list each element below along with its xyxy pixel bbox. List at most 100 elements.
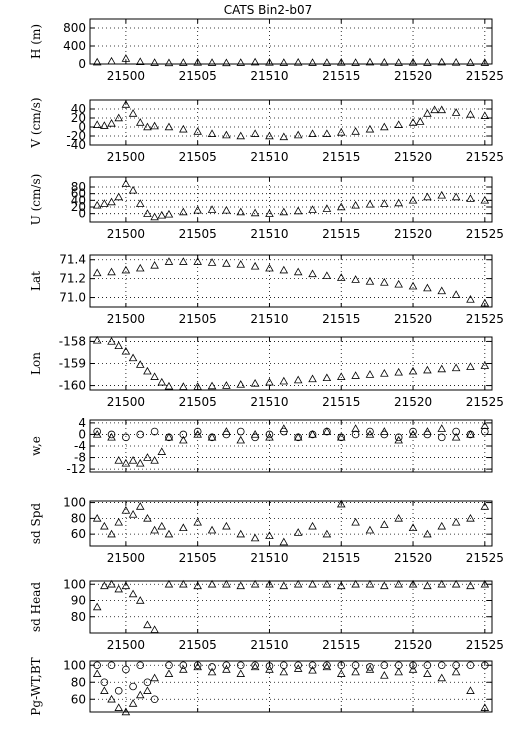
y-tick-label: 80	[71, 180, 86, 194]
data-point	[265, 432, 274, 441]
data-point	[222, 130, 231, 139]
data-point	[207, 667, 217, 676]
x-tick-label: 21520	[394, 395, 432, 409]
data-point	[351, 58, 360, 66]
data-point	[365, 277, 375, 285]
data-point	[451, 58, 461, 66]
data-point	[164, 579, 174, 588]
data-point	[143, 122, 152, 131]
data-point	[480, 502, 490, 510]
data-point	[207, 579, 217, 588]
data-point	[336, 58, 346, 66]
series-triangle	[92, 662, 490, 716]
data-point	[408, 58, 418, 66]
data-point	[451, 432, 461, 441]
data-point	[380, 427, 389, 435]
y-tick-label: 71.4	[59, 253, 86, 267]
data-point	[351, 667, 360, 676]
data-point	[136, 661, 145, 670]
data-point	[236, 669, 246, 677]
data-point	[150, 212, 159, 221]
data-point	[143, 366, 152, 375]
data-point	[322, 58, 332, 66]
data-point	[143, 209, 152, 217]
data-point	[114, 703, 123, 711]
data-point	[128, 185, 138, 194]
plot-frame	[89, 500, 493, 547]
data-point	[136, 430, 145, 439]
data-point	[236, 427, 245, 436]
data-point	[250, 261, 260, 270]
x-tick-label: 21500	[107, 551, 145, 565]
panel-2: 21500 21505 21510 21515 21520 21525 -40-200204…	[29, 97, 504, 164]
data-point	[222, 58, 231, 67]
data-point	[236, 529, 246, 538]
panel-6: -12-8-404 w,e	[29, 416, 493, 476]
data-point	[250, 378, 260, 387]
data-point	[107, 432, 116, 441]
data-point	[437, 364, 447, 373]
data-point	[193, 430, 202, 438]
data-point	[128, 589, 138, 598]
x-tick-label: 21500	[107, 312, 145, 326]
x-tick-label: 21505	[179, 638, 217, 652]
y-tick-label: 0	[78, 207, 86, 221]
x-tick-label: 21525	[466, 638, 504, 652]
data-point	[351, 430, 360, 439]
x-tick-label: 21500	[107, 69, 145, 83]
data-point	[207, 129, 217, 137]
data-point	[179, 523, 188, 532]
data-point	[164, 58, 174, 67]
data-point	[265, 665, 274, 673]
data-point	[121, 346, 131, 355]
data-point	[150, 427, 159, 436]
data-point	[437, 286, 447, 295]
data-point	[437, 521, 447, 530]
data-point	[380, 661, 389, 670]
data-point	[92, 120, 102, 128]
data-point	[93, 427, 101, 436]
data-point	[121, 100, 131, 108]
data-point	[293, 664, 303, 672]
data-point	[129, 682, 137, 691]
data-point	[135, 263, 145, 272]
data-point	[92, 268, 102, 277]
series-triangle	[92, 257, 490, 307]
data-point	[279, 424, 289, 432]
data-point	[143, 453, 152, 461]
data-point	[279, 581, 289, 590]
y-tick-label: -20	[66, 129, 86, 143]
series-triangle	[92, 499, 490, 546]
panel-9: 60 80 100 Pg-WT,BT	[29, 657, 493, 716]
data-point	[322, 662, 332, 671]
data-point	[107, 694, 116, 703]
data-point	[336, 499, 346, 508]
chart-title: CATS Bin2-b07	[224, 3, 312, 17]
data-point	[179, 661, 188, 670]
data-point	[423, 427, 432, 435]
data-point	[207, 432, 217, 441]
data-point	[128, 510, 138, 518]
data-point	[135, 360, 145, 368]
data-point	[336, 372, 346, 380]
y-tick-label: -4	[74, 439, 86, 453]
x-tick-label: 21505	[179, 69, 217, 83]
data-point	[423, 529, 432, 538]
data-point	[394, 367, 403, 376]
data-point	[279, 58, 289, 66]
data-point	[92, 513, 102, 522]
data-point	[179, 430, 188, 439]
data-point	[279, 265, 289, 274]
y-axis-label: Lat	[29, 271, 43, 291]
x-tick-label: 21505	[179, 395, 217, 409]
data-point	[92, 669, 102, 677]
data-point	[366, 427, 374, 436]
data-point	[336, 127, 346, 136]
y-tick-label: 71.2	[59, 272, 86, 286]
data-point	[293, 528, 303, 536]
data-point	[250, 208, 260, 217]
data-point	[437, 579, 447, 588]
data-point	[164, 209, 174, 218]
data-point	[380, 122, 389, 131]
